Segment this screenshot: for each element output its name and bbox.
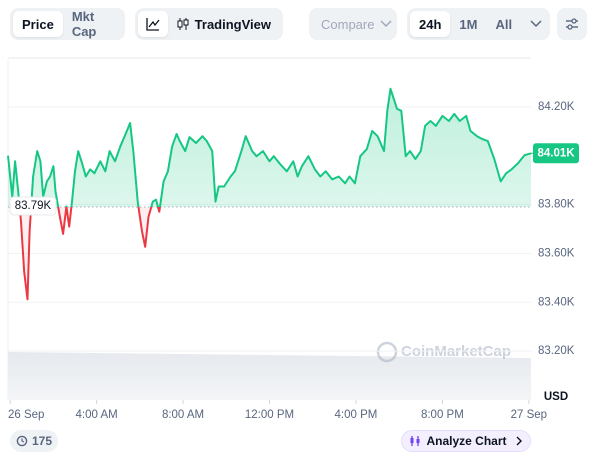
current-price-badge (533, 143, 579, 164)
chevron (516, 436, 522, 446)
tab-group: Price Mkt Cap (10, 8, 125, 40)
y-tick-label: 83.80K (538, 199, 575, 211)
baseline-label-text: 83.79K (15, 200, 52, 212)
area-up (8, 88, 531, 208)
baseline-label: 83.79K (9, 196, 57, 216)
range-24h[interactable]: 24h (410, 11, 451, 37)
current-price-label: 84.01K (537, 147, 575, 159)
tradingview-label: TradingView (194, 16, 271, 32)
chevron (530, 20, 542, 28)
chevron (380, 20, 392, 28)
range-all[interactable]: All (495, 16, 513, 32)
range-more[interactable] (521, 11, 551, 37)
events-badge[interactable]: 175 (10, 430, 58, 452)
events-count: 175 (31, 434, 53, 448)
area-down (19, 207, 160, 300)
view-group: TradingView (135, 8, 283, 40)
y-tick-label: 83.40K (538, 296, 575, 308)
x-tick-label: 4:00 PM (335, 409, 378, 421)
analyze-icon (410, 436, 420, 446)
y-tick-label: 84.20K (538, 101, 575, 113)
settings[interactable] (557, 8, 587, 40)
x-tick-label: 12:00 PM (245, 409, 294, 421)
price-line (7, 87, 532, 301)
compare-label: Compare (312, 11, 401, 37)
x-tick-label: 8:00 PM (421, 409, 464, 421)
tab-mkt-cap[interactable]: Mkt Cap (71, 9, 97, 39)
y-tick-label: 83.20K (538, 345, 575, 357)
y-tick-label: 83.60K (538, 247, 575, 259)
tab-price[interactable]: Price (13, 11, 63, 37)
line-icon (146, 18, 160, 31)
compare[interactable]: Compare (309, 8, 397, 40)
analyze-chart[interactable]: Analyze Chart (401, 430, 531, 452)
currency: USD (544, 391, 568, 403)
history-icon (16, 435, 28, 447)
analyze-label: Analyze Chart (426, 434, 507, 448)
line-view[interactable] (138, 11, 168, 37)
tradingview[interactable]: TradingView (168, 11, 280, 37)
range-group: 24h 1M All (407, 8, 550, 40)
x-tick-label: 26 Sep (8, 409, 44, 421)
settings-icon (566, 18, 578, 30)
baseline-label-bg (9, 196, 57, 216)
x-tick-label: 4:00 AM (76, 409, 118, 421)
volume-band (8, 352, 531, 400)
range-1m[interactable]: 1M (459, 16, 478, 32)
candle-icon (177, 18, 189, 30)
compare-text: Compare (321, 16, 375, 32)
chart: CoinMarketCap USD 84.20K83.80K83.60K83.4… (7, 57, 579, 421)
x-tick-label: 8:00 AM (162, 409, 204, 421)
x-tick-label: 27 Sep (511, 409, 547, 421)
